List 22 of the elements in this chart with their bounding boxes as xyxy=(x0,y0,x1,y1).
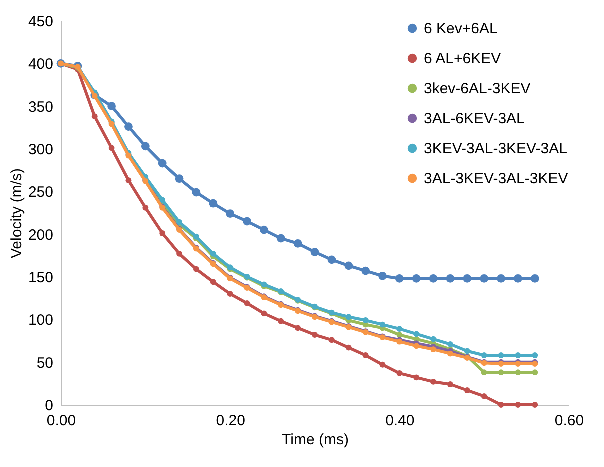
y-axis-title: Velocity (m/s) xyxy=(8,168,26,259)
y-tick-label: 400 xyxy=(28,56,54,74)
x-tick-label: 0.40 xyxy=(386,412,415,430)
legend-label: 3AL-3KEV-3AL-3KEV xyxy=(424,170,568,188)
y-tick-label: 300 xyxy=(28,142,54,158)
x-tick-label: 0.20 xyxy=(216,412,246,430)
legend-label: 3KEV-3AL-3KEV-3AL xyxy=(424,140,568,158)
y-tick-label: 200 xyxy=(28,226,54,244)
legend-label: 6 AL+6KEV xyxy=(424,50,502,68)
y-tick-label: 350 xyxy=(28,98,54,116)
legend-label: 6 Kev+6AL xyxy=(424,20,498,38)
y-tick-label: 100 xyxy=(28,312,54,330)
x-tick-label: 0.60 xyxy=(554,412,584,430)
y-tick-label: 50 xyxy=(36,354,54,372)
y-tick-label: 150 xyxy=(28,270,54,286)
legend-label: 3AL-6KEV-3AL xyxy=(424,110,525,128)
x-tick-label: 0.00 xyxy=(46,412,76,430)
y-tick-label: 250 xyxy=(28,184,54,202)
y-tick-label: 0 xyxy=(45,398,54,414)
x-axis-title: Time (ms) xyxy=(282,432,349,448)
legend-label: 3kev-6AL-3KEV xyxy=(424,80,531,98)
y-tick-label: 450 xyxy=(28,14,54,30)
